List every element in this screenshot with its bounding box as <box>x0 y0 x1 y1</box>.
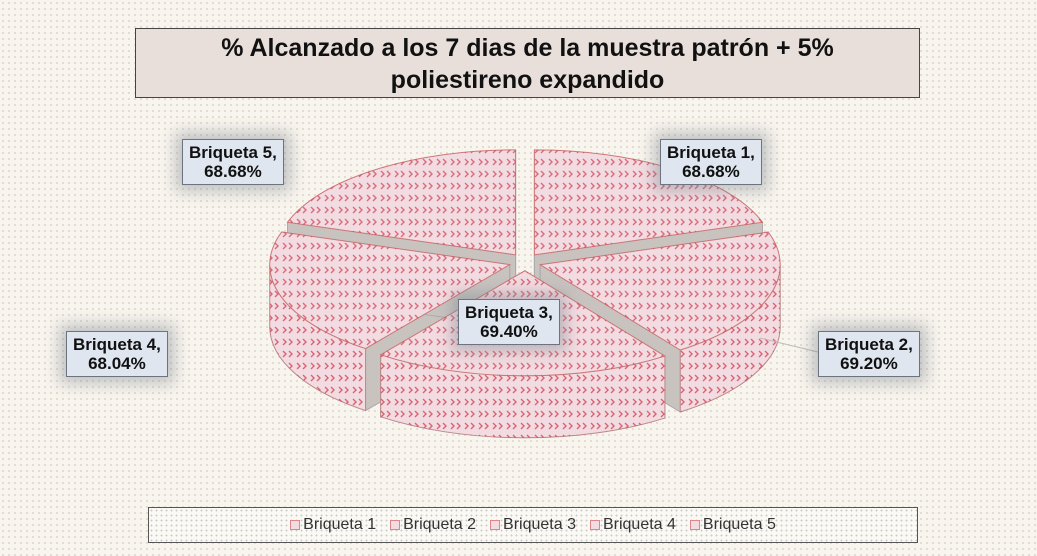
data-label: Briqueta 4, 68.04% <box>66 331 168 377</box>
legend-label: Briqueta 3 <box>503 516 576 533</box>
slice-side-pattern <box>269 264 366 411</box>
slice-side-pattern <box>680 264 781 412</box>
legend-item: Briqueta 2 <box>390 516 476 534</box>
slice-pattern <box>269 231 510 349</box>
data-label: Briqueta 5, 68.68% <box>182 139 284 185</box>
slice-side-pattern <box>380 354 665 438</box>
legend-swatch <box>290 520 301 530</box>
data-label: Briqueta 1, 68.68% <box>660 139 762 185</box>
legend-label: Briqueta 1 <box>303 516 377 533</box>
legend-item: Briqueta 3 <box>490 516 576 534</box>
legend: Briqueta 1 Briqueta 2 Briqueta 3 Briqueta 4… <box>148 507 918 543</box>
legend-item: Briqueta 5 <box>689 516 776 534</box>
legend-swatch <box>490 520 501 530</box>
leader-line <box>759 337 819 353</box>
data-label: Briqueta 2, 69.20% <box>818 331 920 377</box>
chart-title: % Alcanzado a los 7 dias de la muestra p… <box>135 28 920 98</box>
slice-pattern <box>534 149 763 255</box>
legend-swatch <box>589 520 600 530</box>
legend-label: Briqueta 5 <box>702 516 776 533</box>
slice-pattern <box>287 149 516 255</box>
legend-label: Briqueta 4 <box>602 516 676 533</box>
legend-item: Briqueta 1 <box>290 516 376 534</box>
legend-swatch <box>689 520 700 530</box>
legend-item: Briqueta 4 <box>589 516 676 534</box>
slice-pattern <box>540 232 781 350</box>
legend-swatch <box>390 520 401 530</box>
data-label: Briqueta 3, 69.40% <box>458 299 560 345</box>
legend-label: Briqueta 2 <box>403 516 477 533</box>
